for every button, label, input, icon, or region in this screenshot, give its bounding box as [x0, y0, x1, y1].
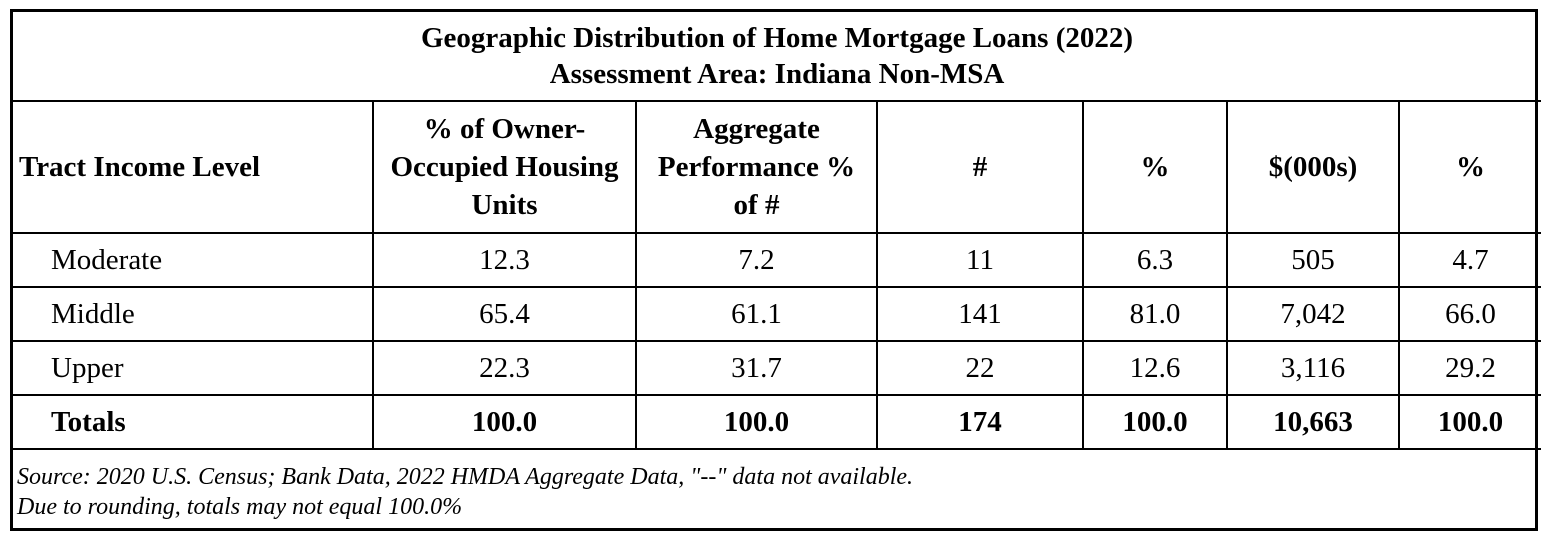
mortgage-distribution-table: Geographic Distribution of Home Mortgage… — [13, 12, 1542, 534]
cell-count: 22 — [876, 340, 1084, 396]
footnote-rounding: Due to rounding, totals may not equal 10… — [17, 494, 463, 520]
cell-aggregate: 7.2 — [635, 232, 878, 288]
totals-count-percent: 100.0 — [1082, 394, 1228, 450]
cell-owner-occupied: 65.4 — [372, 286, 637, 342]
table-row: Upper 22.3 31.7 22 12.6 3,116 29.2 — [13, 340, 1542, 396]
totals-count: 174 — [876, 394, 1084, 450]
cell-count: 141 — [876, 286, 1084, 342]
cell-level: Moderate — [13, 232, 374, 288]
footnote-source: Source: 2020 U.S. Census; Bank Data, 202… — [17, 464, 914, 490]
table-header-row: Tract Income Level % of Owner-Occupied H… — [13, 100, 1542, 234]
totals-dollars-percent: 100.0 — [1397, 394, 1542, 450]
table-title-line2: Assessment Area: Indiana Non-MSA — [549, 58, 1005, 90]
totals-row: Totals 100.0 100.0 174 100.0 10,663 100.… — [13, 394, 1542, 450]
cell-count: 11 — [876, 232, 1084, 288]
header-tract-income-level: Tract Income Level — [13, 100, 374, 234]
cell-aggregate: 31.7 — [635, 340, 878, 396]
totals-owner-occupied: 100.0 — [372, 394, 637, 450]
table-title-line1: Geographic Distribution of Home Mortgage… — [420, 22, 1134, 54]
cell-aggregate: 61.1 — [635, 286, 878, 342]
table-title: Geographic Distribution of Home Mortgage… — [13, 12, 1542, 102]
cell-owner-occupied: 12.3 — [372, 232, 637, 288]
header-aggregate-performance: Aggregate Performance % of # — [635, 100, 878, 234]
mortgage-distribution-table-frame: Geographic Distribution of Home Mortgage… — [10, 9, 1542, 534]
table-row: Moderate 12.3 7.2 11 6.3 505 4.7 — [13, 232, 1542, 288]
table-row: Middle 65.4 61.1 141 81.0 7,042 66.0 — [13, 286, 1542, 342]
cell-level: Middle — [13, 286, 374, 342]
cell-count-percent: 12.6 — [1082, 340, 1228, 396]
cell-dollars: 3,116 — [1226, 340, 1400, 396]
totals-dollars: 10,663 — [1226, 394, 1400, 450]
cell-dollars-percent: 66.0 — [1397, 286, 1542, 342]
cell-dollars-percent: 29.2 — [1397, 340, 1542, 396]
cell-count-percent: 6.3 — [1082, 232, 1228, 288]
cell-dollars: 7,042 — [1226, 286, 1400, 342]
table-footnote: Source: 2020 U.S. Census; Bank Data, 202… — [13, 448, 1542, 534]
header-dollars-percent: % — [1397, 100, 1542, 234]
cell-count-percent: 81.0 — [1082, 286, 1228, 342]
header-dollars: $(000s) — [1226, 100, 1400, 234]
totals-label: Totals — [13, 394, 374, 450]
header-owner-occupied: % of Owner-Occupied Housing Units — [372, 100, 637, 234]
cell-owner-occupied: 22.3 — [372, 340, 637, 396]
header-count: # — [876, 100, 1084, 234]
cell-dollars: 505 — [1226, 232, 1400, 288]
cell-dollars-percent: 4.7 — [1397, 232, 1542, 288]
totals-aggregate: 100.0 — [635, 394, 878, 450]
header-count-percent: % — [1082, 100, 1228, 234]
cell-level: Upper — [13, 340, 374, 396]
